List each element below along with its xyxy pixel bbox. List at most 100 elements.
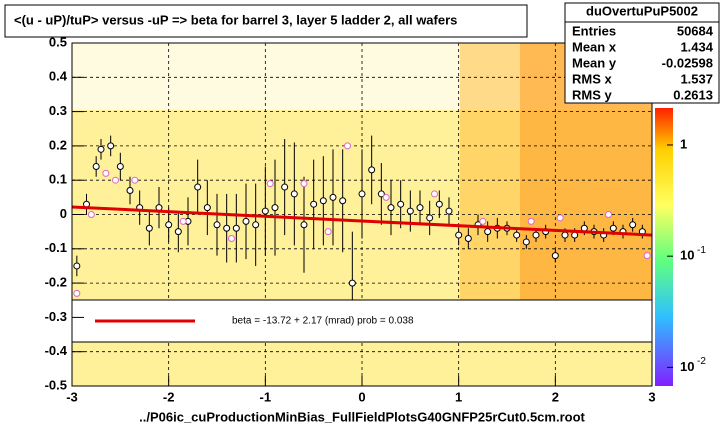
point	[522, 238, 530, 246]
point	[319, 197, 327, 205]
marks	[71, 135, 653, 335]
stats-value: 1.434	[680, 39, 713, 54]
point	[261, 207, 269, 215]
x-tick-label: -3	[66, 389, 78, 404]
x-tick-label: 0	[358, 389, 365, 404]
point	[126, 186, 134, 194]
point	[232, 224, 240, 232]
point	[435, 200, 443, 208]
stats-value: 50684	[677, 23, 714, 38]
point	[406, 207, 414, 215]
stats-name: duOvertuPuP5002	[586, 3, 698, 18]
point	[92, 162, 100, 170]
point	[165, 221, 173, 229]
point	[643, 252, 651, 260]
x-tick-label: 1	[455, 389, 462, 404]
point	[479, 217, 487, 225]
y-tick-label: -0.3	[45, 309, 67, 324]
stats-label: Mean x	[572, 39, 617, 54]
stats-label: Mean y	[572, 55, 617, 70]
point	[527, 217, 535, 225]
point	[368, 166, 376, 174]
point	[73, 289, 81, 297]
point	[556, 214, 564, 222]
point	[387, 204, 395, 212]
y-tick-label: 0.4	[49, 69, 68, 84]
chart-title: <(u - uP)/tuP> versus -uP => beta for ba…	[14, 12, 457, 27]
point	[426, 214, 434, 222]
colorbar-exponent: -2	[697, 356, 706, 367]
colorbar-label: 10	[680, 359, 694, 374]
point	[73, 262, 81, 270]
point	[174, 228, 182, 236]
point	[605, 211, 612, 218]
point	[324, 228, 332, 236]
point	[382, 193, 390, 201]
point	[107, 142, 115, 150]
point	[116, 162, 124, 170]
y-tick-label: -0.1	[45, 240, 67, 255]
point	[532, 231, 540, 239]
y-tick-label: -0.4	[45, 343, 68, 358]
point	[300, 180, 308, 188]
y-tick-label: 0.5	[49, 34, 67, 49]
point	[145, 224, 153, 232]
point	[571, 231, 579, 239]
point	[464, 235, 472, 243]
y-tick-label: 0	[60, 206, 67, 221]
point	[102, 169, 110, 177]
point	[551, 252, 559, 260]
point	[290, 190, 298, 198]
stats-value: 0.2613	[673, 87, 713, 102]
x-axis-label: ../P06ic_cuProductionMinBias_FullFieldPl…	[139, 409, 585, 424]
point	[203, 204, 211, 212]
point	[131, 176, 139, 184]
point	[629, 221, 637, 229]
x-tick-label: -2	[163, 389, 175, 404]
point	[344, 142, 351, 150]
colorbar-exponent: -1	[697, 245, 706, 256]
point	[609, 224, 617, 232]
point	[310, 200, 318, 208]
stats-value: -0.02598	[662, 55, 713, 70]
y-tick-label: -0.2	[45, 275, 67, 290]
fit-line	[71, 205, 653, 237]
stats-label: RMS y	[572, 87, 613, 102]
stats-value: 1.537	[680, 71, 713, 86]
point	[87, 211, 95, 218]
point	[348, 279, 356, 287]
point	[252, 221, 260, 229]
point	[339, 197, 347, 205]
point	[281, 183, 289, 191]
stats-box	[564, 2, 720, 104]
stats-label: RMS x	[572, 71, 613, 86]
point	[561, 231, 569, 239]
x-tick-label: 2	[552, 389, 559, 404]
colorbar-label: 10	[680, 248, 694, 263]
stats-label: Entries	[572, 23, 616, 38]
point	[431, 190, 438, 198]
point	[179, 217, 187, 225]
title-box	[4, 4, 528, 38]
point	[112, 176, 119, 184]
point	[455, 231, 463, 239]
point	[223, 224, 231, 232]
point	[213, 221, 221, 229]
y-tick-label: 0.3	[49, 103, 67, 118]
x-tick-label: 3	[648, 389, 655, 404]
point	[242, 217, 250, 225]
point	[358, 190, 366, 198]
point	[484, 228, 492, 236]
point	[228, 235, 235, 243]
point	[397, 200, 405, 208]
point	[97, 145, 105, 153]
y-tick-label: 0.1	[49, 172, 67, 187]
fit-label: beta = -13.72 + 2.17 (mrad) prob = 0.038	[232, 316, 414, 327]
point	[329, 193, 337, 201]
point	[377, 190, 385, 198]
y-tick-label: 0.2	[49, 137, 67, 152]
point	[513, 231, 521, 239]
point	[266, 180, 274, 188]
point	[416, 204, 424, 212]
